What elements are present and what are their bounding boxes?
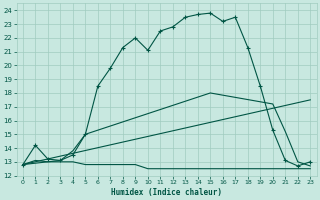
X-axis label: Humidex (Indice chaleur): Humidex (Indice chaleur) <box>111 188 222 197</box>
